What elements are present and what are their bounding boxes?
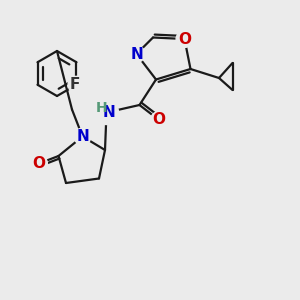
- Circle shape: [176, 31, 193, 47]
- Text: N: N: [130, 46, 143, 62]
- Circle shape: [151, 112, 167, 128]
- Circle shape: [94, 100, 118, 124]
- Circle shape: [128, 46, 145, 62]
- Circle shape: [68, 76, 85, 93]
- Text: N: N: [103, 105, 116, 120]
- Circle shape: [31, 155, 47, 172]
- Circle shape: [74, 128, 91, 145]
- Text: O: O: [32, 156, 46, 171]
- Text: H: H: [95, 101, 107, 115]
- Text: F: F: [70, 77, 80, 92]
- Text: O: O: [178, 32, 191, 46]
- Text: O: O: [152, 112, 166, 128]
- Text: N: N: [76, 129, 89, 144]
